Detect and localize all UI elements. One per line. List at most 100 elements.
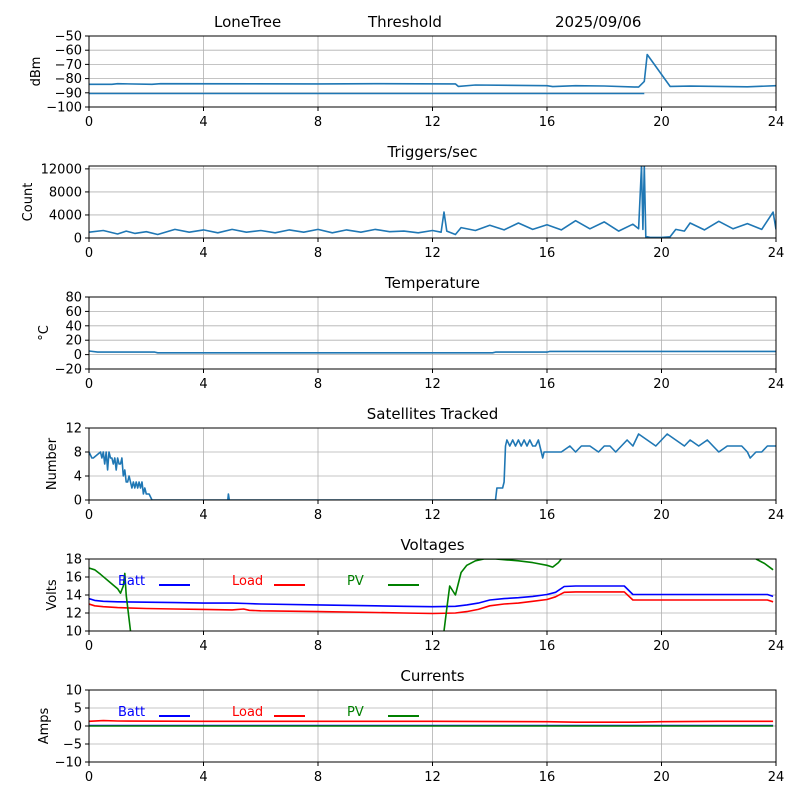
- x-tick-label: 4: [199, 377, 207, 392]
- x-tick-label: 20: [653, 770, 670, 785]
- x-tick-label: 0: [85, 639, 93, 654]
- y-tick-label: 4000: [49, 208, 82, 223]
- load-series-line: [89, 591, 774, 615]
- x-tick-label: 24: [768, 377, 785, 392]
- x-tick-label: 20: [653, 639, 670, 654]
- data-series-line: [89, 433, 776, 500]
- y-axis-label: Count: [21, 183, 36, 222]
- x-tick-label: 0: [85, 246, 93, 261]
- y-tick-label: −5: [63, 738, 82, 753]
- y-tick-label: 60: [65, 305, 82, 320]
- y-tick-label: 0: [74, 232, 82, 247]
- y-tick-label: 0: [74, 720, 82, 735]
- chart-title: Triggers/sec: [387, 143, 478, 161]
- x-tick-label: 20: [653, 115, 670, 130]
- data-series-line: [89, 350, 776, 354]
- x-tick-label: 8: [314, 377, 322, 392]
- legend-label-load: Load: [232, 705, 263, 720]
- y-tick-label: −60: [55, 44, 82, 59]
- y-tick-label: −20: [55, 363, 82, 378]
- y-axis-label: Amps: [37, 707, 52, 744]
- station-name: LoneTree: [214, 13, 281, 31]
- x-tick-label: 24: [768, 115, 785, 130]
- x-tick-label: 12: [424, 115, 441, 130]
- x-tick-label: 8: [314, 639, 322, 654]
- y-tick-label: 20: [65, 334, 82, 349]
- y-tick-label: 4: [74, 470, 82, 485]
- y-tick-label: 14: [65, 589, 82, 604]
- x-tick-label: 4: [199, 115, 207, 130]
- x-tick-label: 4: [199, 639, 207, 654]
- series-group: [89, 719, 774, 727]
- date-label: 2025/09/06: [555, 13, 641, 31]
- x-tick-label: 16: [539, 377, 556, 392]
- x-tick-label: 24: [768, 639, 785, 654]
- chart-title: Temperature: [384, 274, 480, 292]
- y-tick-label: −70: [55, 58, 82, 73]
- x-tick-label: 0: [85, 377, 93, 392]
- x-tick-label: 12: [424, 377, 441, 392]
- chart-title: Currents: [400, 667, 464, 685]
- panel-currents: 0 4 8 12 16 20 24 −10 −5 0 5 10 Currents Amps Batt Load…: [37, 667, 784, 785]
- x-tick-label: 0: [85, 508, 93, 523]
- series-group: [89, 559, 774, 631]
- y-tick-label: 80: [65, 291, 82, 306]
- x-tick-label: 4: [199, 246, 207, 261]
- legend-label-pv: PV: [347, 705, 364, 720]
- series-group: [89, 53, 776, 95]
- x-tick-label: 0: [85, 115, 93, 130]
- y-tick-label: 10: [65, 684, 82, 699]
- x-tick-label: 0: [85, 770, 93, 785]
- y-tick-label: 18: [65, 553, 82, 568]
- x-tick-label: 8: [314, 246, 322, 261]
- x-tick-label: 16: [539, 115, 556, 130]
- x-tick-label: 12: [424, 508, 441, 523]
- y-tick-label: 12000: [41, 162, 82, 177]
- y-tick-label: −50: [55, 30, 82, 45]
- y-tick-label: 16: [65, 571, 82, 586]
- x-tick-label: 20: [653, 246, 670, 261]
- data-series-line: [89, 166, 776, 238]
- panel-triggers: 0 4 8 12 16 20 24 0 4000 8000 12000 Triggers/sec Cou…: [21, 143, 784, 261]
- series-group: [89, 166, 776, 238]
- y-tick-label: 0: [74, 348, 82, 363]
- y-axis-label: °C: [37, 325, 52, 341]
- y-tick-label: 12: [65, 607, 82, 622]
- x-tick-label: 8: [314, 508, 322, 523]
- x-tick-label: 4: [199, 770, 207, 785]
- y-tick-label: 12: [65, 422, 82, 437]
- legend-label-batt: Batt: [118, 705, 145, 720]
- y-tick-label: 10: [65, 625, 82, 640]
- x-tick-label: 12: [424, 639, 441, 654]
- y-tick-label: 40: [65, 319, 82, 334]
- chart-title: Voltages: [400, 536, 464, 554]
- x-tick-label: 8: [314, 115, 322, 130]
- y-tick-label: 8: [74, 446, 82, 461]
- x-tick-label: 24: [768, 508, 785, 523]
- y-tick-label: −10: [55, 756, 82, 771]
- y-tick-label: 5: [74, 702, 82, 717]
- x-tick-label: 8: [314, 770, 322, 785]
- panel-satellites: 0 4 8 12 16 20 24 0 4 8 12 Satellites Tracked Number: [45, 405, 784, 523]
- load-series-line: [89, 719, 774, 723]
- panel-voltages: 0 4 8 12 16 20 24 10 12 14 16 18 Voltages Volts Batt Lo…: [45, 536, 784, 654]
- batt-series-line: [89, 585, 774, 608]
- x-tick-label: 16: [539, 770, 556, 785]
- y-tick-label: 0: [74, 494, 82, 509]
- x-tick-label: 20: [653, 377, 670, 392]
- legend-label-pv: PV: [347, 574, 364, 589]
- y-tick-label: −80: [55, 72, 82, 87]
- y-tick-label: 8000: [49, 185, 82, 200]
- x-tick-label: 24: [768, 246, 785, 261]
- series-group: [89, 433, 776, 500]
- pv-series-line: [89, 559, 774, 631]
- legend-label-load: Load: [232, 574, 263, 589]
- x-tick-label: 16: [539, 639, 556, 654]
- y-axis-label: Number: [45, 437, 60, 490]
- legend-label-batt: Batt: [118, 574, 145, 589]
- y-axis-label: dBm: [29, 57, 44, 87]
- y-tick-label: −90: [55, 86, 82, 101]
- x-tick-label: 16: [539, 508, 556, 523]
